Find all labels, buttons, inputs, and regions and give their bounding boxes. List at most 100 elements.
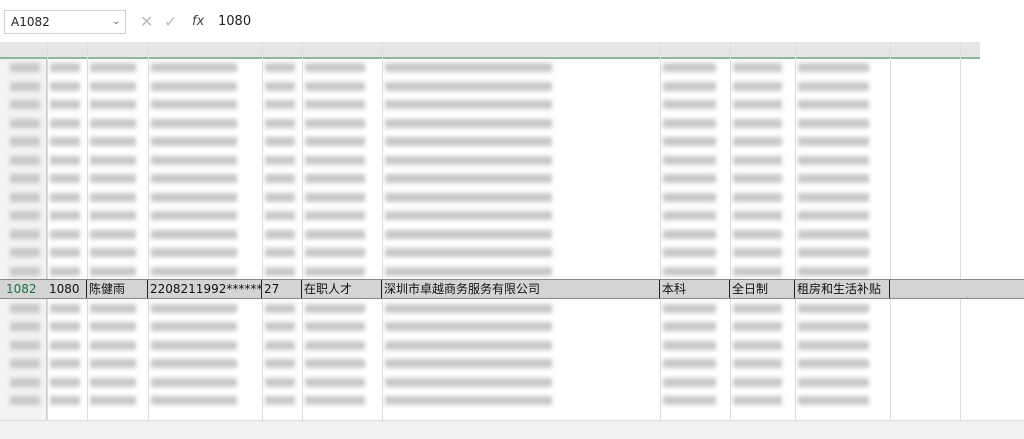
blurred-cell bbox=[385, 211, 552, 220]
blurred-cell bbox=[151, 118, 237, 128]
blurred-cell bbox=[151, 303, 237, 313]
blurred-cell bbox=[90, 192, 136, 202]
blurred-cell bbox=[798, 192, 870, 202]
column-headers bbox=[0, 42, 980, 59]
blurred-cell bbox=[50, 81, 80, 91]
blurred-cell bbox=[151, 248, 237, 257]
cancel-button[interactable]: ✕ bbox=[140, 12, 154, 31]
horizontal-scrollbar[interactable] bbox=[0, 420, 1024, 439]
blurred-cell bbox=[733, 100, 782, 109]
blurred-cell bbox=[733, 248, 782, 257]
blurred-cell bbox=[663, 118, 716, 128]
blurred-cell bbox=[663, 322, 716, 331]
blurred-cell bbox=[305, 266, 365, 276]
blurred-cell bbox=[90, 248, 136, 257]
cell[interactable]: 全日制 bbox=[730, 280, 795, 298]
col-line bbox=[302, 42, 303, 420]
dropdown[interactable]: ⌄ bbox=[112, 16, 121, 27]
blurred-cell bbox=[798, 322, 870, 331]
blurred-cell bbox=[798, 359, 870, 368]
formula-bar[interactable]: 1080 bbox=[218, 14, 252, 29]
blurred-cell bbox=[385, 303, 552, 313]
blurred-cell bbox=[90, 322, 136, 331]
blurred-cell bbox=[265, 174, 295, 183]
blurred-row-number bbox=[10, 155, 40, 165]
blurred-cell bbox=[305, 303, 365, 313]
blurred-cell bbox=[151, 229, 237, 239]
blurred-cell bbox=[798, 211, 870, 220]
blurred-cell bbox=[50, 100, 80, 109]
enter-button[interactable]: ✓ bbox=[164, 12, 178, 31]
cell[interactable]: 陈健雨 bbox=[87, 280, 148, 298]
blurred-cell bbox=[733, 63, 782, 72]
cell[interactable]: 深圳市卓越商务服务有限公司 bbox=[382, 280, 660, 298]
col-line bbox=[47, 42, 48, 420]
col-line bbox=[730, 42, 731, 420]
blurred-row-number bbox=[10, 174, 40, 183]
blurred-cell bbox=[798, 340, 870, 350]
blurred-cell bbox=[733, 137, 782, 146]
blurred-row-number bbox=[10, 303, 40, 313]
blurred-cell bbox=[663, 155, 716, 165]
blurred-cell bbox=[798, 248, 870, 257]
blurred-cell bbox=[663, 266, 716, 276]
blurred-cell bbox=[663, 211, 716, 220]
blurred-row-number bbox=[10, 229, 40, 239]
blurred-cell bbox=[798, 155, 870, 165]
blurred-cell bbox=[50, 174, 80, 183]
blurred-cell bbox=[90, 377, 136, 387]
blurred-cell bbox=[265, 155, 295, 165]
blurred-row-number bbox=[10, 118, 40, 128]
blurred-cell bbox=[733, 118, 782, 128]
blurred-cell bbox=[151, 359, 237, 368]
selected-row[interactable] bbox=[0, 279, 1024, 299]
row-number: 1082 bbox=[6, 282, 37, 296]
blurred-row-number bbox=[10, 100, 40, 109]
blurred-cell bbox=[798, 396, 870, 405]
name-box[interactable]: A1082 bbox=[4, 10, 126, 34]
blurred-row-number bbox=[10, 63, 40, 72]
blurred-cell bbox=[385, 81, 552, 91]
cell[interactable]: 2208211992******** bbox=[150, 280, 262, 298]
cell[interactable]: 1080 bbox=[47, 280, 87, 298]
blurred-cell bbox=[733, 174, 782, 183]
fx-button[interactable]: fx bbox=[192, 14, 205, 29]
blurred-cell bbox=[265, 100, 295, 109]
blurred-cell bbox=[50, 229, 80, 239]
blurred-cell bbox=[385, 118, 552, 128]
cell[interactable]: 本科 bbox=[660, 280, 730, 298]
blurred-cell bbox=[90, 100, 136, 109]
blurred-cell bbox=[385, 377, 552, 387]
blurred-cell bbox=[265, 377, 295, 387]
cell[interactable]: 在职人才 bbox=[302, 280, 382, 298]
blurred-cell bbox=[90, 174, 136, 183]
blurred-cell bbox=[90, 137, 136, 146]
blurred-cell bbox=[385, 63, 552, 72]
blurred-cell bbox=[50, 63, 80, 72]
blurred-cell bbox=[798, 174, 870, 183]
blurred-cell bbox=[50, 118, 80, 128]
blurred-cell bbox=[265, 81, 295, 91]
blurred-cell bbox=[90, 155, 136, 165]
blurred-cell bbox=[90, 229, 136, 239]
blurred-cell bbox=[50, 137, 80, 146]
blurred-cell bbox=[90, 118, 136, 128]
blurred-cell bbox=[305, 229, 365, 239]
blurred-cell bbox=[265, 396, 295, 405]
blurred-cell bbox=[305, 192, 365, 202]
blurred-cell bbox=[305, 155, 365, 165]
cell[interactable]: 27 bbox=[262, 280, 302, 298]
blurred-cell bbox=[265, 229, 295, 239]
blurred-cell bbox=[151, 63, 237, 72]
blurred-cell bbox=[385, 248, 552, 257]
cell[interactable]: 租房和生活补贴 bbox=[795, 280, 890, 298]
blurred-cell bbox=[305, 248, 365, 257]
blurred-cell bbox=[265, 266, 295, 276]
blurred-cell bbox=[385, 174, 552, 183]
blurred-cell bbox=[385, 340, 552, 350]
blurred-cell bbox=[798, 63, 870, 72]
blurred-cell bbox=[733, 303, 782, 313]
blurred-cell bbox=[798, 137, 870, 146]
blurred-cell bbox=[733, 192, 782, 202]
blurred-cell bbox=[151, 211, 237, 220]
